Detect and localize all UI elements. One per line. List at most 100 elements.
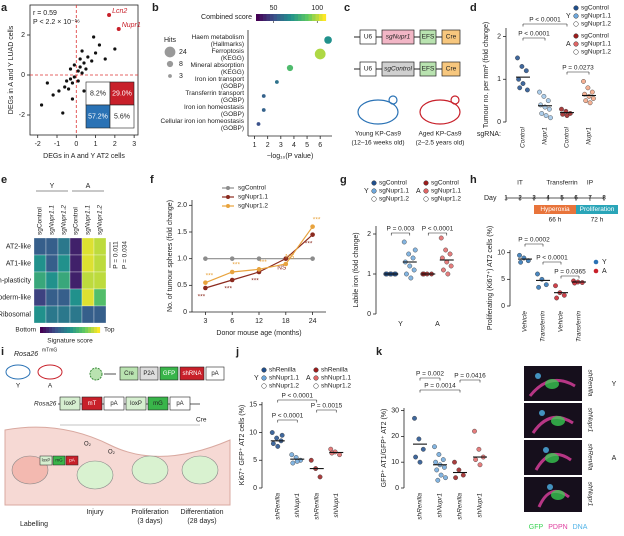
term-label: Transferrin transport (GOBP) bbox=[185, 90, 244, 104]
x-tick-label: shRenilla bbox=[313, 493, 320, 520]
colorbar-step bbox=[312, 14, 316, 21]
x-tick-label: 18 bbox=[282, 318, 290, 325]
point bbox=[317, 474, 323, 480]
colorbar-title: Signature score bbox=[47, 338, 93, 345]
x-tick-label: 2 bbox=[113, 141, 117, 148]
label: O₂ bbox=[84, 442, 92, 448]
legend-group: Y bbox=[254, 375, 259, 382]
heat-cell bbox=[45, 271, 59, 290]
x-tick-label: 0 bbox=[74, 141, 78, 148]
point bbox=[448, 263, 454, 269]
significance: *** bbox=[206, 272, 214, 279]
point bbox=[547, 106, 552, 112]
series-point bbox=[203, 256, 208, 261]
y-tick-label: 0 bbox=[395, 485, 399, 492]
colorbar-tick-label: 100 bbox=[311, 5, 323, 12]
legend-label: shRenilla bbox=[321, 367, 348, 374]
point bbox=[72, 75, 76, 79]
construct-box bbox=[419, 61, 437, 77]
column-label: sgControl bbox=[37, 207, 44, 235]
y-tick-label: 10 bbox=[391, 459, 399, 466]
construct-label: P2A bbox=[143, 371, 154, 377]
construct-label: pA bbox=[211, 371, 218, 377]
y-tick-label: 0.5 bbox=[177, 282, 187, 289]
point bbox=[438, 235, 444, 241]
x-tick-label: 5 bbox=[305, 142, 309, 149]
x-tick-label: A bbox=[435, 321, 440, 328]
legend-label: shRenilla bbox=[269, 367, 296, 374]
point bbox=[564, 113, 570, 118]
x-tick-label: Nupr1 bbox=[586, 127, 593, 145]
point bbox=[275, 443, 281, 449]
point bbox=[447, 251, 453, 257]
construct-label: Cre bbox=[124, 371, 134, 377]
term-label: Iron ion homeostasis (GOBP) bbox=[184, 104, 245, 118]
heat-cell bbox=[57, 271, 71, 290]
micrograph-signal bbox=[531, 415, 574, 434]
point bbox=[420, 446, 426, 452]
tissue bbox=[4, 426, 231, 506]
stat: r = 0.59 bbox=[33, 10, 57, 17]
y-tick-label: 2 bbox=[21, 32, 25, 39]
significance: *** bbox=[198, 294, 206, 301]
legend-label: sgNupr1.1 bbox=[238, 194, 268, 201]
micrograph-signal bbox=[543, 447, 549, 453]
x-tick-label: Transferrin bbox=[576, 311, 583, 342]
micrograph-signal bbox=[539, 410, 545, 416]
point bbox=[443, 247, 449, 253]
panel-letter: e bbox=[1, 174, 7, 186]
colorbar-step bbox=[79, 327, 83, 333]
gene-label: Nupr1 bbox=[122, 22, 141, 29]
construct-box bbox=[381, 29, 415, 45]
legend-marker bbox=[371, 196, 377, 202]
label: Cre bbox=[196, 417, 207, 424]
y-tick-label: 10 bbox=[497, 250, 505, 257]
point bbox=[65, 79, 69, 83]
point bbox=[586, 93, 592, 99]
p-value: P = 0.0014 bbox=[424, 383, 456, 390]
gene-point bbox=[107, 13, 112, 17]
y-tick-label: 2.0 bbox=[177, 202, 187, 209]
p-value: P = 0.0002 bbox=[518, 237, 550, 244]
phase-box bbox=[534, 205, 576, 214]
y-tick-label: 15 bbox=[249, 402, 257, 409]
legend-marker bbox=[313, 383, 319, 389]
point bbox=[589, 89, 595, 95]
point bbox=[543, 282, 549, 288]
legend-label: sgControl bbox=[431, 180, 459, 187]
micrograph-signal bbox=[545, 379, 559, 389]
y-tick-label: 1.5 bbox=[177, 229, 187, 236]
colorbar-step bbox=[287, 14, 292, 21]
point bbox=[433, 459, 438, 465]
legend-group: A bbox=[306, 375, 311, 382]
mouse-ear bbox=[450, 95, 460, 105]
point bbox=[416, 436, 422, 442]
colorbar-step bbox=[52, 327, 56, 333]
colorbar-step bbox=[270, 14, 274, 21]
x-tick-label: shNupr1 bbox=[294, 493, 301, 518]
x-tick-label: -1 bbox=[54, 141, 60, 148]
phase-label: Proliferation bbox=[580, 206, 615, 213]
construct-box bbox=[159, 366, 179, 381]
p-value: P = 0.0015 bbox=[311, 403, 343, 410]
heat-cell bbox=[33, 305, 47, 324]
series-point bbox=[229, 277, 235, 283]
dot bbox=[261, 108, 266, 112]
panel-letter: f bbox=[150, 174, 154, 186]
construct-box bbox=[147, 396, 169, 411]
heat-cell bbox=[93, 237, 107, 256]
legend-label: sgControl bbox=[581, 33, 609, 40]
point bbox=[406, 251, 412, 257]
point bbox=[543, 113, 549, 118]
construct-box bbox=[381, 61, 415, 77]
mouse bbox=[5, 364, 31, 380]
legend-marker bbox=[371, 188, 377, 194]
term-label: Cellular iron ion homeostasis (GOBP) bbox=[161, 118, 245, 132]
x-tick-label: 24 bbox=[309, 318, 317, 325]
cell bbox=[181, 455, 219, 485]
legend-marker bbox=[573, 33, 579, 39]
label: Y bbox=[16, 383, 21, 390]
construct-box bbox=[52, 455, 66, 466]
